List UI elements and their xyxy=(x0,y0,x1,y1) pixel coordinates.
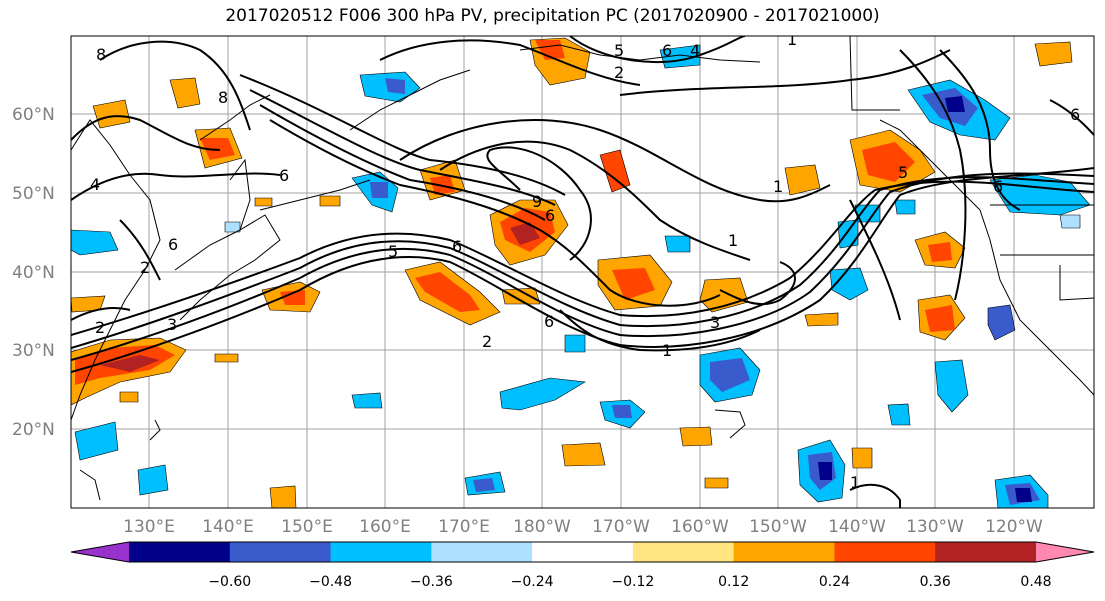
contour-label: 8 xyxy=(96,45,106,64)
colorbar-tick-label: −0.36 xyxy=(410,574,453,590)
contour-label: 6 xyxy=(168,235,178,254)
lat-label: 50°N xyxy=(12,184,55,204)
contour-label: 1 xyxy=(850,473,860,492)
contour-label: 1 xyxy=(728,231,738,250)
colorbar-segment xyxy=(229,542,332,562)
lon-label: 130°W xyxy=(906,517,964,537)
colorbar-tick-label: 0.36 xyxy=(920,574,951,590)
contour-label: 4 xyxy=(90,175,100,194)
lon-label: 160°E xyxy=(359,517,411,537)
contour-label: 3 xyxy=(167,315,177,334)
colorbar-tick-label: −0.24 xyxy=(511,574,554,590)
contour-label: 9 xyxy=(532,192,542,211)
contour-label: 6 xyxy=(452,237,462,256)
lon-label: 170°E xyxy=(438,517,490,537)
lon-label: 140°W xyxy=(828,517,886,537)
contour-label: 4 xyxy=(690,41,700,60)
contour-label: 2 xyxy=(140,258,150,277)
longitude-labels: 130°E 140°E 150°E 160°E 170°E 180°W 170°… xyxy=(123,517,1043,537)
contour-label: 8 xyxy=(218,88,228,107)
positive-precip-anomalies xyxy=(71,37,1073,508)
contour-label: 6 xyxy=(279,166,289,185)
colorbar-outline xyxy=(70,541,1095,563)
lon-label: 140°E xyxy=(202,517,254,537)
colorbar-tick-label: −0.48 xyxy=(309,574,352,590)
map-title: 2017020512 F006 300 hPa PV, precipitatio… xyxy=(225,6,880,26)
colorbar-segment xyxy=(632,542,735,562)
contour-label: 6 xyxy=(544,312,554,331)
lat-label: 30°N xyxy=(12,341,55,361)
colorbar-extend-high xyxy=(1036,542,1094,562)
contour-label: 5 xyxy=(898,163,908,182)
contour-label: 6 xyxy=(545,206,555,225)
lon-label: 160°W xyxy=(671,517,729,537)
colorbar-tick-label: 0.48 xyxy=(1020,574,1051,590)
contour-label: 2 xyxy=(614,63,624,82)
contour-label: 5 xyxy=(388,242,398,261)
latitude-labels: 60°N 50°N 40°N 30°N 20°N xyxy=(12,105,55,440)
lat-label: 20°N xyxy=(12,420,55,440)
colorbar-segment xyxy=(733,542,835,562)
colorbar-extend-low xyxy=(71,542,129,562)
colorbar-segment xyxy=(532,542,634,562)
contour-label: 1 xyxy=(787,30,797,49)
colorbar-segment xyxy=(834,542,936,562)
colorbar-tick-label: −0.60 xyxy=(208,574,251,590)
colorbar-segment xyxy=(431,542,533,562)
colorbar-tick-label: 0.24 xyxy=(819,574,850,590)
contour-label: 1 xyxy=(662,341,672,360)
contour-label: 2 xyxy=(482,332,492,351)
contour-label: 3 xyxy=(710,313,720,332)
lon-label: 170°W xyxy=(592,517,650,537)
lon-label: 120°W xyxy=(985,517,1043,537)
pv-contours xyxy=(71,36,1094,508)
contour-label: 2 xyxy=(95,318,105,337)
contour-labels: 8 8 6 4 6 6 6 5 1 6 5 1 2 2 9 6 1 3 1 2 … xyxy=(90,30,1080,492)
lat-label: 60°N xyxy=(12,105,55,125)
contour-label: 6 xyxy=(993,177,1003,196)
colorbar-ticks: −0.60 −0.48 −0.36 −0.24 −0.12 0.12 0.24 0.36 0.4… xyxy=(208,574,1051,590)
colorbar-tick-label: 0.12 xyxy=(718,574,749,590)
lat-label: 40°N xyxy=(12,263,55,283)
colorbar-segment xyxy=(129,542,231,562)
contour-label: 6 xyxy=(662,41,672,60)
lon-label: 150°E xyxy=(281,517,333,537)
map-border xyxy=(70,35,1095,509)
lon-label: 130°E xyxy=(123,517,175,537)
colorbar-tick-label: −0.12 xyxy=(611,574,654,590)
colorbar-segment xyxy=(330,542,432,562)
contour-label: 6 xyxy=(1070,105,1080,124)
colorbar-segment xyxy=(935,542,1037,562)
coastlines xyxy=(71,36,1094,501)
colorbar xyxy=(70,541,1095,563)
contour-label: 1 xyxy=(773,177,783,196)
lon-label: 180°W xyxy=(513,517,571,537)
contour-label: 5 xyxy=(614,41,624,60)
lon-label: 150°W xyxy=(749,517,807,537)
